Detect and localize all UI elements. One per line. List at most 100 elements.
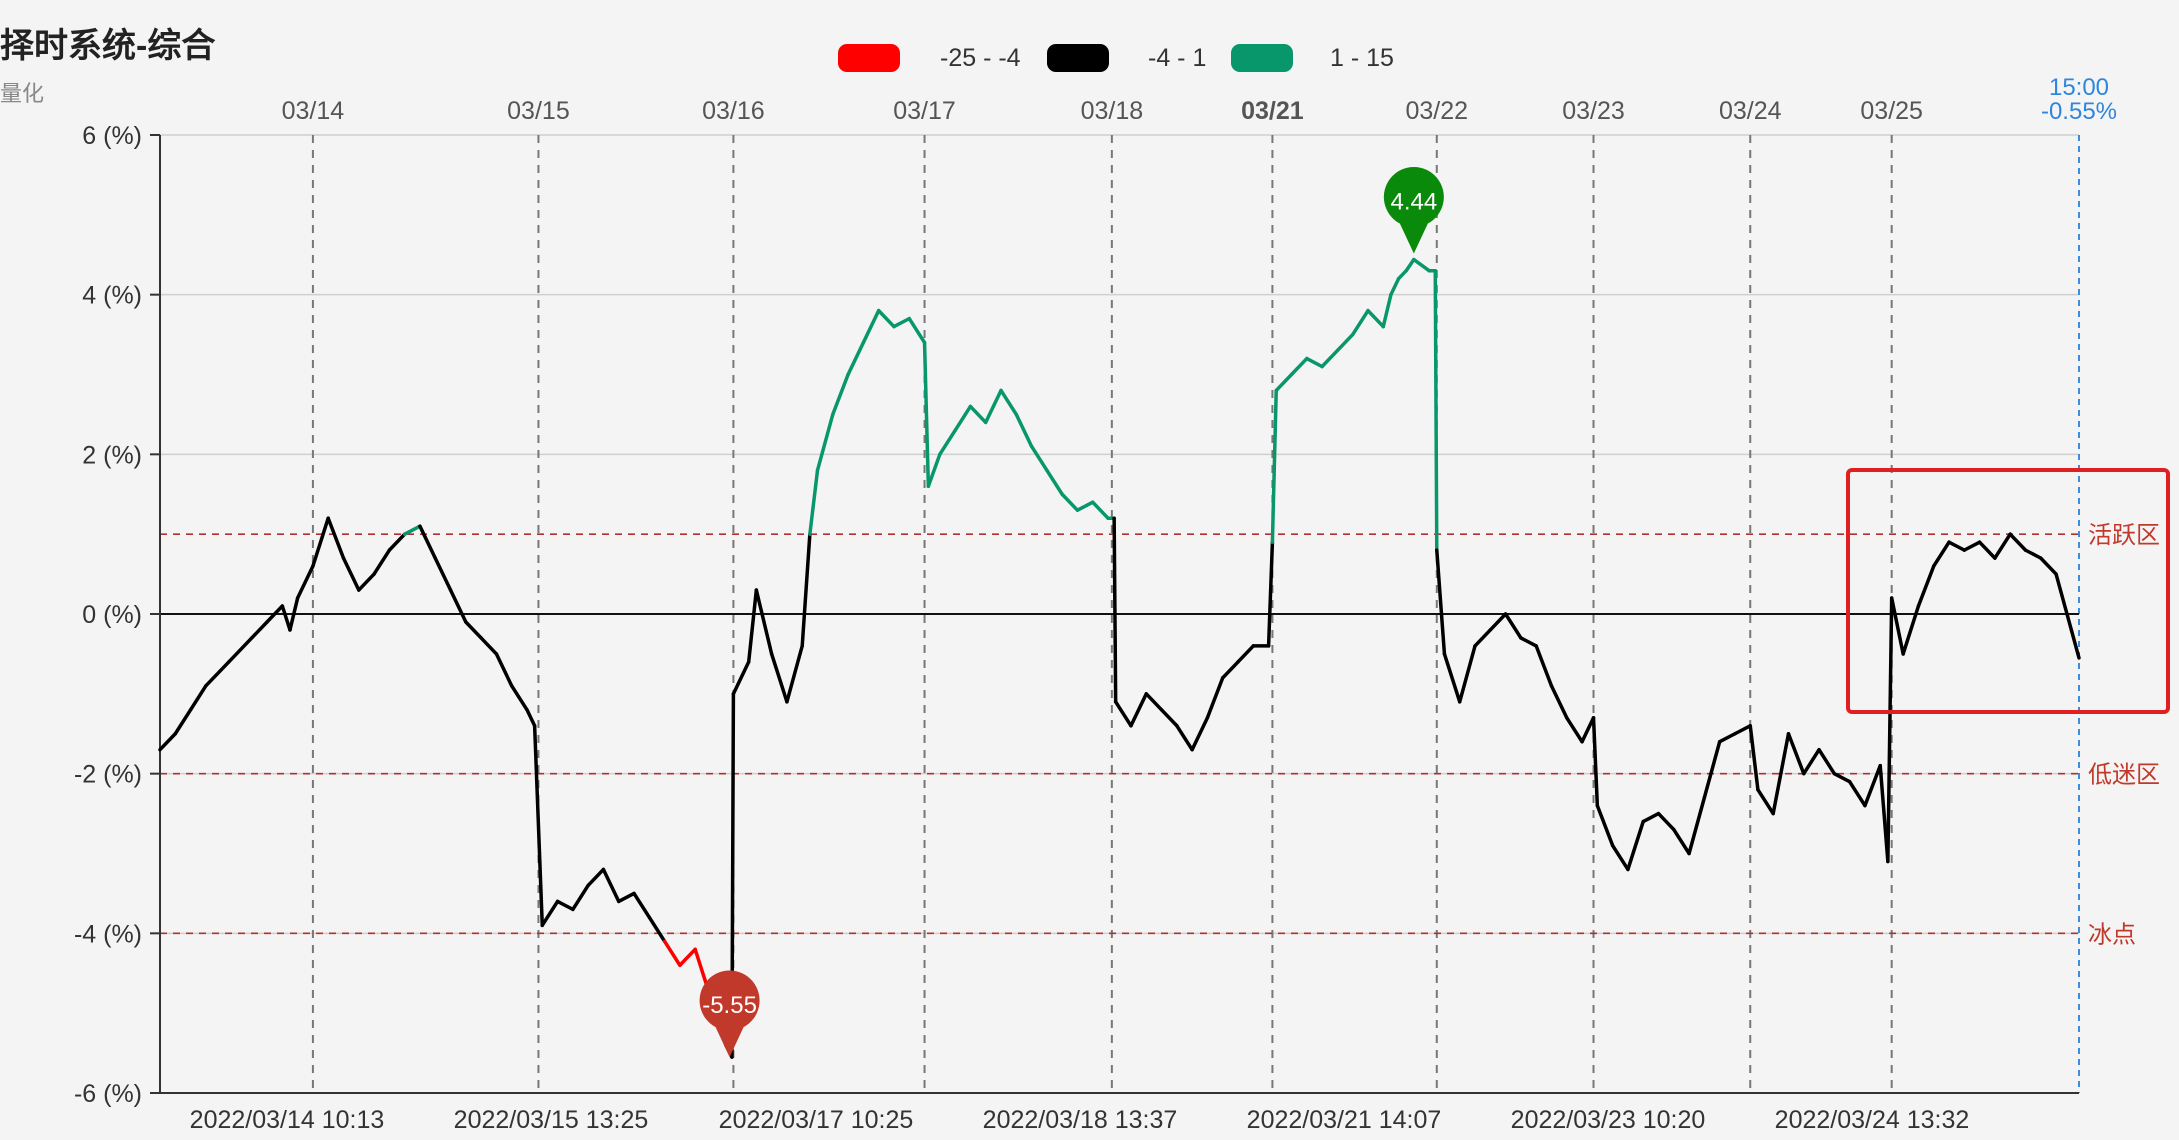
series-segment <box>341 556 361 592</box>
bottom-time-label: 2022/03/18 13:37 <box>983 1106 1178 1134</box>
series-segment <box>387 532 407 552</box>
top-date-label: 03/23 <box>1562 97 1625 125</box>
series-segment <box>907 316 927 345</box>
top-date-label: 03/21 <box>1241 97 1304 125</box>
series-segment <box>1029 444 1049 473</box>
series-segment <box>808 468 820 536</box>
series-segment <box>2008 532 2028 552</box>
y-tick-label: 0 (%) <box>82 601 142 629</box>
series-segment <box>1786 732 1806 776</box>
series-segment <box>647 915 667 944</box>
zone-label: 低迷区 <box>2088 762 2160 789</box>
series-segment <box>1435 548 1447 656</box>
series-segment <box>402 524 422 536</box>
series-segment <box>1113 700 1133 728</box>
series-segment <box>731 660 751 696</box>
series-segment <box>1205 676 1225 720</box>
pin-marker[interactable]: -5.55 <box>699 970 760 1058</box>
series-segment <box>227 636 254 664</box>
top-date-label: 03/16 <box>702 97 765 125</box>
series-segment <box>464 620 483 640</box>
series-segment <box>1771 732 1791 816</box>
series-segment <box>1717 732 1737 744</box>
series-segment <box>678 947 697 968</box>
pin-shape <box>699 970 760 1058</box>
series-segment <box>1901 604 1921 656</box>
series-segment <box>1863 763 1882 808</box>
series-segment <box>1175 724 1194 752</box>
chart-subtitle: 量化 <box>0 81 45 106</box>
series-segment <box>968 404 988 425</box>
series-segment <box>265 604 285 624</box>
y-tick-label: 2 (%) <box>82 441 142 469</box>
series-segment <box>1045 468 1064 496</box>
series-segment <box>769 652 789 704</box>
series-segment <box>1190 716 1210 752</box>
series-segment <box>1320 348 1340 369</box>
series-segment <box>1626 819 1645 872</box>
series-segment <box>1159 708 1179 728</box>
series-segment <box>1733 724 1752 736</box>
series-segment <box>1931 540 1951 568</box>
y-tick-label: -2 (%) <box>74 761 142 789</box>
legend-label[interactable]: -4 - 1 <box>1148 44 1206 72</box>
series-segment <box>532 724 545 928</box>
series-segment <box>1473 628 1493 648</box>
series-segment <box>1993 532 2012 560</box>
series-segment <box>1886 596 1894 864</box>
series-segment <box>555 899 575 912</box>
y-tick-label: 4 (%) <box>82 282 142 310</box>
series-segment <box>815 412 835 473</box>
series-segment <box>540 899 560 928</box>
series-segment <box>1832 771 1852 784</box>
series-segment <box>1060 492 1080 512</box>
series-segment <box>1381 292 1393 329</box>
series-segment <box>1916 564 1936 608</box>
zone-label: 冰点 <box>2088 921 2136 948</box>
series-segment <box>1144 692 1164 712</box>
series-segment <box>1075 500 1095 512</box>
series-segment <box>632 891 652 920</box>
series-segment <box>922 340 931 489</box>
series-segment <box>188 684 208 712</box>
legend-swatch[interactable] <box>1231 44 1293 72</box>
series-segment <box>357 572 376 592</box>
bottom-time-label: 2022/03/17 10:25 <box>719 1106 914 1134</box>
series-segment <box>746 588 759 664</box>
legend-swatch[interactable] <box>1047 44 1109 72</box>
series-segment <box>1350 308 1370 337</box>
series-segment <box>1442 652 1462 704</box>
pin-label: 4.44 <box>1390 189 1437 216</box>
series-segment <box>1236 644 1256 664</box>
legend-label[interactable]: 1 - 15 <box>1330 44 1394 72</box>
series-segment <box>525 708 537 728</box>
legend-label[interactable]: -25 - -4 <box>940 44 1021 72</box>
series-segment <box>876 308 896 329</box>
series-segment <box>616 891 636 904</box>
series-segment <box>1266 540 1275 648</box>
bottom-time-label: 2022/03/24 13:32 <box>1775 1106 1970 1134</box>
pin-marker[interactable]: 4.44 <box>1383 167 1444 254</box>
legend-swatch[interactable] <box>838 44 900 72</box>
legend: -25 - -4 -4 - 1 1 - 15 <box>838 44 1394 72</box>
series-segment <box>1889 596 1905 656</box>
series-segment <box>418 524 437 560</box>
series-segment <box>311 516 330 568</box>
series-segment <box>1289 356 1309 377</box>
series-segment <box>800 532 812 648</box>
series-segment <box>1549 684 1569 720</box>
series-segment <box>601 867 621 904</box>
series-segment <box>204 660 231 688</box>
top-date-label: 03/17 <box>893 97 956 125</box>
series-segment <box>1947 540 1967 552</box>
series-segment <box>1817 747 1837 776</box>
series-segment <box>1595 803 1615 848</box>
series-segment <box>295 564 315 600</box>
series-segment <box>662 939 682 968</box>
top-date-label: 03/22 <box>1406 97 1469 125</box>
series-segment <box>479 636 499 656</box>
axes: 6 (%) 4 (%) 2 (%) 0 (%) -2 (%) -4 (%) -6 (%) 20… <box>74 122 2079 1134</box>
series-segment <box>1366 308 1386 329</box>
bottom-time-label: 2022/03/21 14:07 <box>1247 1106 1442 1134</box>
